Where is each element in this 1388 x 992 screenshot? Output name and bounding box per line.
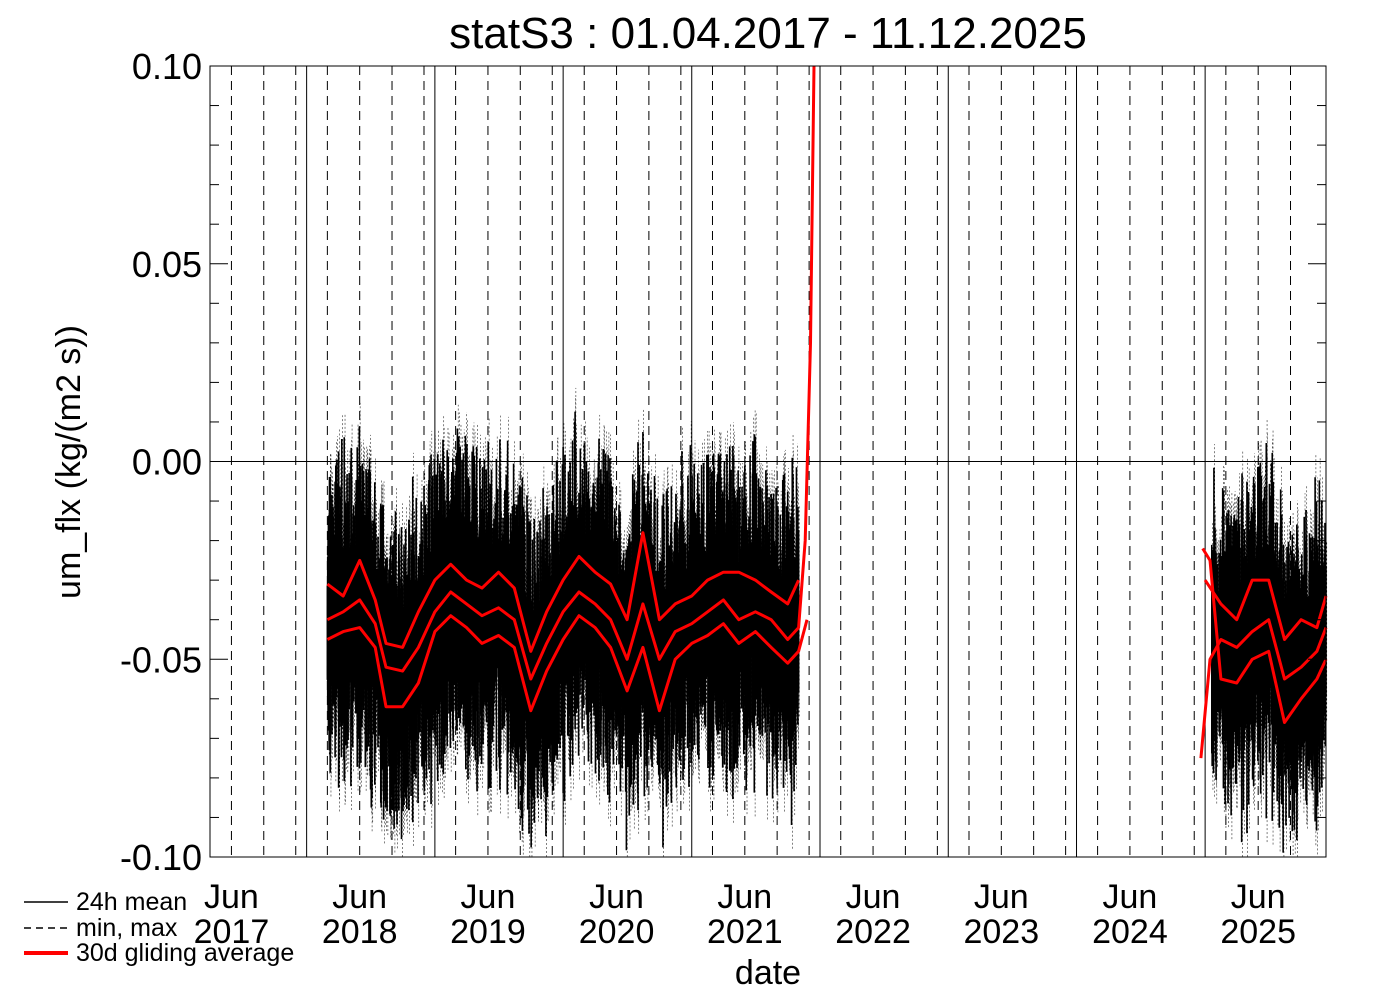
series-line <box>326 65 816 681</box>
x-tick-year: 2023 <box>963 913 1039 951</box>
y-tick-label: 0.05 <box>132 244 202 285</box>
x-tick-month: Jun <box>1103 878 1158 916</box>
y-tick-labels: 0.10 0.05 0.00 -0.05 -0.10 <box>120 46 202 878</box>
legend-label: 30d gliding average <box>76 939 294 967</box>
legend-label: min, max <box>76 914 178 942</box>
chart-title: statS3 : 01.04.2017 - 11.12.2025 <box>449 9 1087 58</box>
x-tick-labels: Jun2017Jun2018Jun2019Jun2020Jun2021Jun20… <box>194 878 1296 951</box>
x-tick-year: 2017 <box>194 913 270 951</box>
raw-24h-data <box>326 387 1328 857</box>
x-tick-month: Jun <box>1231 878 1286 916</box>
x-tick-year: 2019 <box>450 913 526 951</box>
x-tick-year: 2024 <box>1092 913 1168 951</box>
axes <box>209 65 1327 858</box>
x-tick-month: Jun <box>461 878 516 916</box>
y-tick-label: -0.05 <box>120 639 202 680</box>
x-tick-year: 2025 <box>1220 913 1296 951</box>
x-axis-label: date <box>735 954 801 992</box>
y-tick-label: 0.00 <box>132 442 202 483</box>
series-line <box>326 614 809 713</box>
x-tick-month: Jun <box>974 878 1029 916</box>
y-tick-label: 0.10 <box>132 46 202 87</box>
x-tick-year: 2022 <box>835 913 911 951</box>
x-tick-month: Jun <box>846 878 901 916</box>
y-axis-label: um_flx (kg/(m2 s)) <box>50 325 88 599</box>
series-line <box>1203 578 1328 641</box>
x-tick-month: Jun <box>204 878 259 916</box>
series-line <box>1201 547 1328 724</box>
x-tick-year: 2021 <box>707 913 783 951</box>
x-tick-year: 2018 <box>322 913 398 951</box>
legend-label: 24h mean <box>76 888 187 916</box>
series-line <box>326 531 800 653</box>
x-tick-month: Jun <box>332 878 387 916</box>
x-tick-month: Jun <box>717 878 772 916</box>
x-tick-year: 2020 <box>579 913 655 951</box>
y-tick-label: -0.10 <box>120 837 202 878</box>
x-tick-month: Jun <box>589 878 644 916</box>
